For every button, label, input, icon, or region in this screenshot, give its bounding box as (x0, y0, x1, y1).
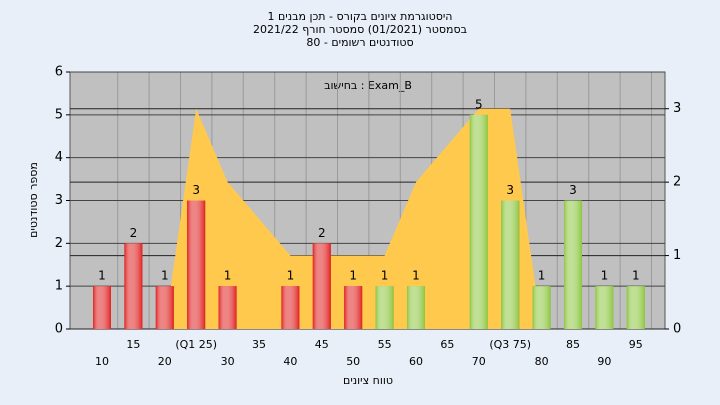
x-tick-label: 20 (158, 355, 172, 368)
x-tick-label: 90 (597, 355, 611, 368)
data-label: 1 (161, 269, 169, 283)
x-tick-label: (Q3 75) (489, 338, 531, 351)
x-tick-label: 45 (315, 338, 329, 351)
y-tick-label: 4 (55, 150, 63, 165)
bar-shade (564, 200, 582, 329)
data-label: 2 (318, 226, 326, 240)
y-tick-label: 3 (55, 193, 63, 208)
bar-shade (218, 286, 237, 329)
x-tick-label: 70 (472, 355, 486, 368)
y-axis-label: מספר סטודנטים (27, 162, 40, 238)
y2-tick-label: 1 (673, 248, 681, 263)
x-tick-label: 95 (629, 338, 643, 351)
y-tick-label: 1 (55, 279, 63, 294)
data-label: 5 (475, 97, 483, 111)
x-tick-label: 15 (126, 338, 140, 351)
data-label: 1 (349, 269, 357, 283)
data-label: 3 (569, 183, 577, 197)
bar-shade (595, 286, 614, 329)
x-tick-label: 85 (566, 338, 580, 351)
annotation: בחישוב : Exam_B (324, 79, 412, 92)
data-label: 1 (224, 269, 232, 283)
data-label: 1 (601, 269, 609, 283)
y2-tick-label: 3 (673, 101, 681, 116)
chart-subtitle: בסמסטר (01/2021) סמסטר חורף 2021/22 (253, 23, 467, 36)
x-tick-label: 55 (378, 338, 392, 351)
data-label: 1 (538, 269, 546, 283)
x-tick-label: 80 (535, 355, 549, 368)
bar-shade (501, 200, 520, 329)
bar-shade (281, 286, 300, 329)
data-label: 3 (506, 183, 514, 197)
bar-shade (312, 243, 331, 329)
chart-title: היסטוגרמת ציונים בקורס - תכן מבנים 1 (268, 10, 453, 23)
bar-shade (532, 286, 551, 329)
x-tick-label: 65 (440, 338, 454, 351)
data-label: 1 (287, 269, 295, 283)
x-tick-label: (Q1 25) (175, 338, 217, 351)
bar-shade (93, 286, 111, 329)
data-label: 3 (192, 183, 200, 197)
area (164, 108, 542, 329)
data-label: 1 (632, 269, 640, 283)
bar-shade (407, 286, 425, 329)
y-tick-label: 6 (55, 65, 63, 80)
data-label: 1 (381, 269, 389, 283)
y2-tick-label: 0 (673, 322, 681, 337)
y-tick-label: 5 (55, 107, 63, 122)
x-tick-label: 10 (95, 355, 109, 368)
bar-shade (626, 286, 645, 329)
y-tick-label: 2 (55, 236, 63, 251)
bar-shade (375, 286, 394, 329)
data-label: 1 (98, 269, 106, 283)
y-tick-label: 0 (55, 322, 63, 337)
data-label: 2 (130, 226, 138, 240)
y2-tick-label: 2 (673, 175, 681, 190)
bar-shade (124, 243, 143, 329)
x-tick-label: 30 (221, 355, 235, 368)
x-tick-label: 40 (283, 355, 297, 368)
data-label: 1 (412, 269, 420, 283)
bar-shade (344, 286, 363, 329)
bar-shade (469, 114, 488, 329)
bar-shade (187, 200, 206, 329)
x-tick-label: 50 (346, 355, 360, 368)
x-axis-label: טווח ציונים (343, 374, 393, 387)
x-tick-label: 60 (409, 355, 423, 368)
chart-subtitle: 80 - סטודנטים רשומים (306, 36, 413, 49)
bar-shade (155, 286, 174, 329)
x-tick-label: 35 (252, 338, 266, 351)
